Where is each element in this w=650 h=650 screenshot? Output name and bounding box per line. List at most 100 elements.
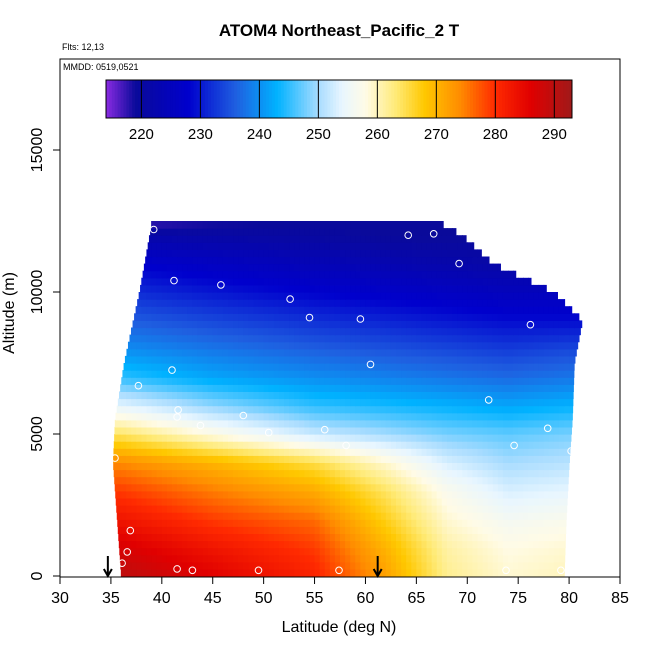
field-cell xyxy=(385,292,392,300)
field-cell xyxy=(416,235,423,243)
field-cell xyxy=(553,434,560,442)
field-cell xyxy=(548,327,555,336)
field-cell xyxy=(401,441,407,449)
field-cell xyxy=(273,306,280,314)
field-cell xyxy=(390,412,397,421)
field-cell xyxy=(172,270,178,279)
field-cell xyxy=(502,270,509,279)
field-cell xyxy=(182,384,188,392)
field-cell xyxy=(406,377,412,385)
field-cell xyxy=(156,327,163,336)
field-cell xyxy=(523,561,529,570)
field-cell xyxy=(161,405,168,414)
field-cell xyxy=(294,299,300,307)
field-cell xyxy=(263,519,270,527)
field-cell xyxy=(197,284,204,293)
field-cell xyxy=(472,299,479,307)
field-cell xyxy=(482,448,489,456)
field-cell xyxy=(187,284,193,293)
field-cell xyxy=(548,370,555,378)
field-cell xyxy=(192,299,199,307)
field-cell xyxy=(411,554,417,563)
field-cell xyxy=(299,561,305,570)
field-cell xyxy=(436,398,443,407)
field-cell xyxy=(502,370,509,378)
field-cell xyxy=(228,490,234,499)
field-cell xyxy=(564,348,570,357)
field-cell xyxy=(365,270,372,279)
field-cell xyxy=(212,476,219,485)
field-cell xyxy=(431,455,438,463)
field-cell xyxy=(228,476,234,485)
observation-point xyxy=(502,566,510,575)
observation-point xyxy=(455,259,463,268)
field-cell xyxy=(212,519,219,527)
observation-point xyxy=(510,441,518,450)
field-cell xyxy=(365,235,372,243)
field-cell xyxy=(452,533,458,542)
field-cell xyxy=(543,313,550,321)
field-cell xyxy=(548,519,555,527)
field-cell xyxy=(482,462,489,471)
field-cell xyxy=(513,299,519,307)
field-cell xyxy=(192,256,199,265)
colorbar-segment xyxy=(260,80,264,118)
field-cell xyxy=(248,242,255,250)
field-cell xyxy=(518,540,524,549)
field-cell xyxy=(406,306,412,314)
field-cell xyxy=(411,370,417,378)
field-cell xyxy=(284,320,290,329)
field-cell xyxy=(446,363,453,371)
field-cell xyxy=(146,256,153,265)
field-cell xyxy=(518,405,524,414)
field-cell xyxy=(161,419,168,428)
field-cell xyxy=(238,462,244,471)
field-cell xyxy=(121,505,127,513)
field-cell xyxy=(177,419,183,428)
field-cell xyxy=(350,554,356,563)
field-cell xyxy=(228,292,234,300)
field-cell xyxy=(182,313,188,321)
field-cell xyxy=(187,249,193,258)
field-cell xyxy=(380,533,387,542)
field-cell xyxy=(304,249,311,258)
field-cell xyxy=(523,419,529,428)
field-cell xyxy=(161,320,168,329)
field-cell xyxy=(324,377,331,385)
field-cell xyxy=(411,284,417,293)
field-cell xyxy=(299,320,305,329)
field-cell xyxy=(222,341,229,350)
field-cell xyxy=(329,256,336,265)
field-cell xyxy=(528,412,535,421)
field-cell xyxy=(207,483,214,492)
field-cell xyxy=(278,540,285,549)
field-cell xyxy=(462,327,468,336)
field-cell xyxy=(131,483,137,492)
field-cell xyxy=(548,320,555,329)
field-cell xyxy=(136,519,143,527)
field-cell xyxy=(406,327,412,336)
field-cell xyxy=(340,327,346,336)
field-cell xyxy=(116,505,122,513)
field-cell xyxy=(452,405,458,414)
colorbar-segment xyxy=(318,80,323,118)
field-cell xyxy=(278,270,285,279)
field-cell xyxy=(446,561,453,570)
field-cell xyxy=(299,391,305,400)
field-cell xyxy=(222,398,229,407)
colorbar-segment xyxy=(400,80,404,118)
field-cell xyxy=(528,462,535,471)
field-cell xyxy=(421,270,428,279)
field-cell xyxy=(426,568,433,577)
field-cell xyxy=(421,320,428,329)
field-cell xyxy=(543,299,550,307)
field-cell xyxy=(248,370,255,378)
field-cell xyxy=(156,448,163,456)
colorbar-segment xyxy=(470,80,474,118)
colorbar-segment xyxy=(327,80,331,118)
field-cell xyxy=(319,391,326,400)
field-cell xyxy=(114,434,117,442)
field-cell xyxy=(436,384,443,392)
field-cell xyxy=(182,292,188,300)
field-cell xyxy=(258,391,265,400)
